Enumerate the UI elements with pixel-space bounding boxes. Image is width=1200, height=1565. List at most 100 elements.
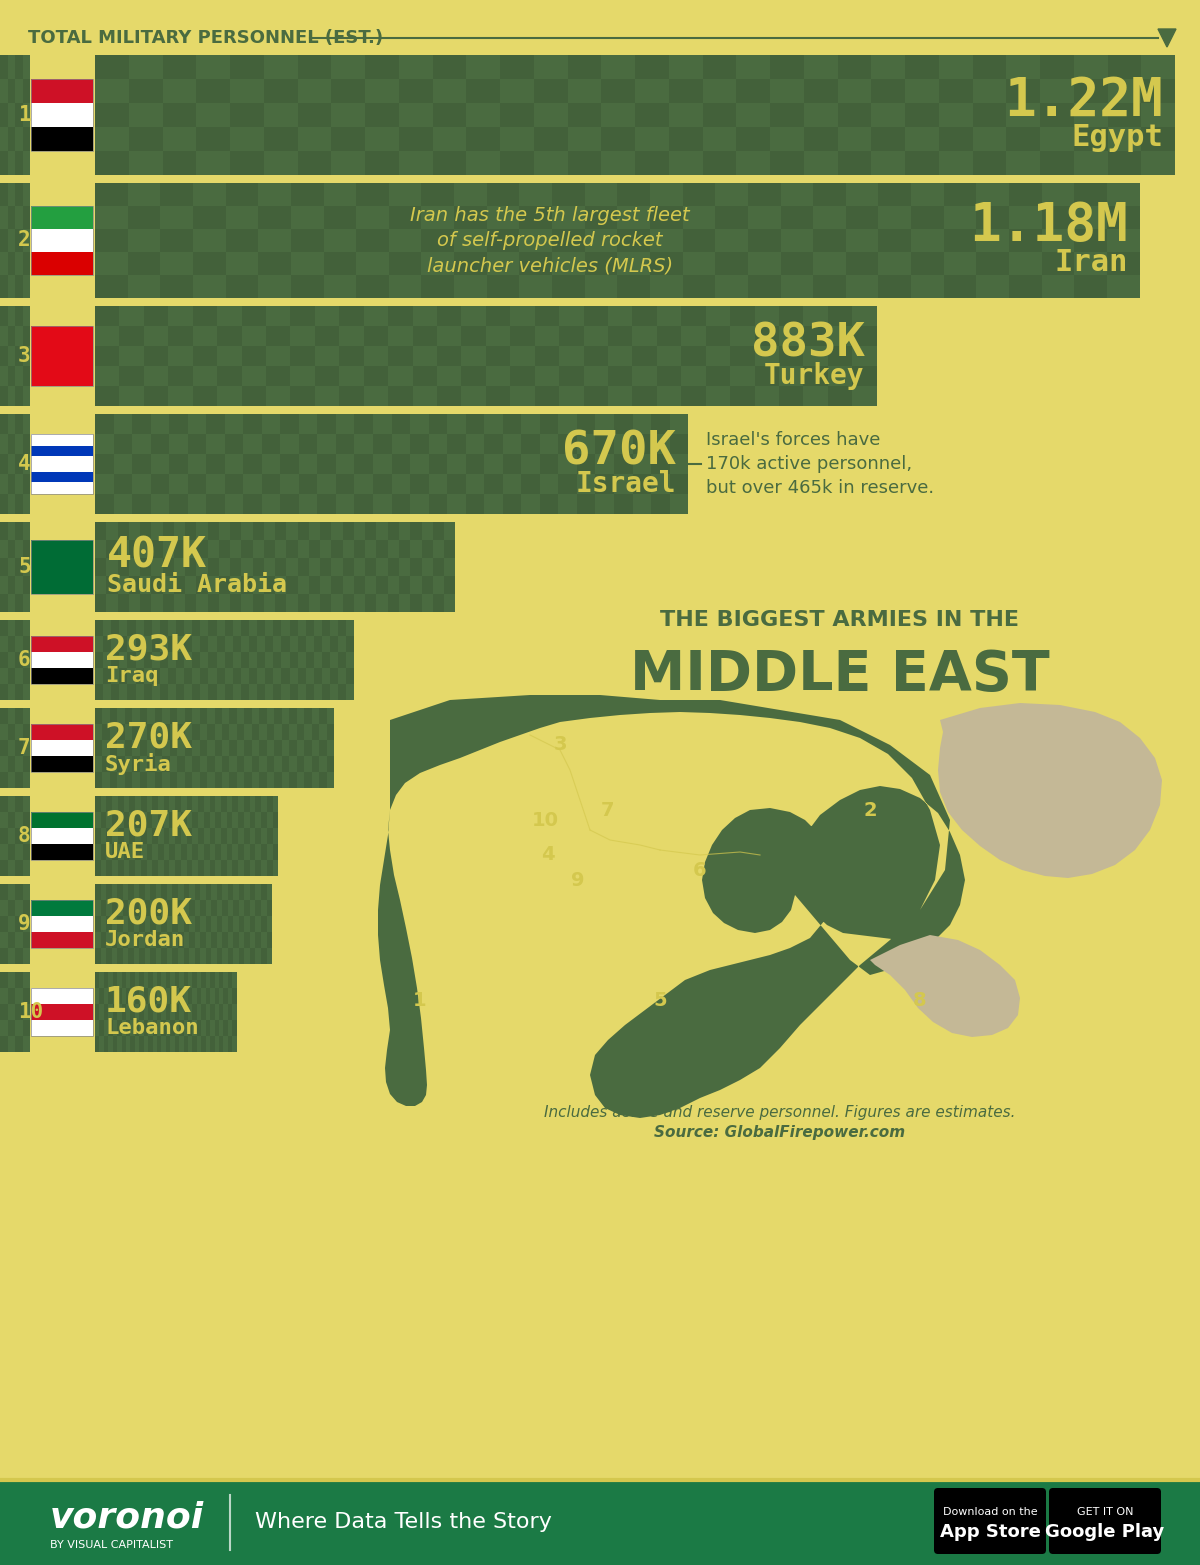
FancyBboxPatch shape bbox=[730, 387, 755, 405]
FancyBboxPatch shape bbox=[444, 576, 455, 595]
FancyBboxPatch shape bbox=[95, 103, 128, 127]
FancyBboxPatch shape bbox=[304, 740, 312, 756]
FancyBboxPatch shape bbox=[125, 772, 132, 789]
FancyBboxPatch shape bbox=[118, 725, 125, 740]
FancyBboxPatch shape bbox=[163, 828, 169, 844]
FancyBboxPatch shape bbox=[7, 366, 14, 387]
FancyBboxPatch shape bbox=[95, 415, 688, 513]
FancyBboxPatch shape bbox=[275, 595, 287, 612]
FancyBboxPatch shape bbox=[500, 55, 534, 78]
Polygon shape bbox=[1158, 30, 1176, 47]
FancyBboxPatch shape bbox=[938, 78, 972, 103]
FancyBboxPatch shape bbox=[257, 620, 265, 635]
FancyBboxPatch shape bbox=[14, 828, 23, 844]
FancyBboxPatch shape bbox=[31, 828, 94, 844]
FancyBboxPatch shape bbox=[211, 933, 217, 948]
FancyBboxPatch shape bbox=[104, 972, 108, 988]
FancyBboxPatch shape bbox=[437, 346, 462, 366]
FancyBboxPatch shape bbox=[299, 474, 318, 495]
FancyBboxPatch shape bbox=[410, 595, 421, 612]
FancyBboxPatch shape bbox=[608, 326, 632, 346]
FancyBboxPatch shape bbox=[702, 150, 737, 175]
FancyBboxPatch shape bbox=[14, 595, 23, 612]
FancyBboxPatch shape bbox=[173, 916, 178, 933]
FancyBboxPatch shape bbox=[95, 620, 103, 635]
Text: 6: 6 bbox=[18, 649, 31, 670]
FancyBboxPatch shape bbox=[132, 415, 151, 434]
FancyBboxPatch shape bbox=[144, 346, 168, 366]
FancyBboxPatch shape bbox=[197, 540, 208, 559]
FancyBboxPatch shape bbox=[668, 127, 702, 150]
FancyBboxPatch shape bbox=[112, 900, 118, 916]
FancyBboxPatch shape bbox=[127, 620, 136, 635]
FancyBboxPatch shape bbox=[236, 725, 245, 740]
FancyBboxPatch shape bbox=[126, 1020, 131, 1036]
FancyBboxPatch shape bbox=[7, 844, 14, 861]
FancyBboxPatch shape bbox=[262, 434, 281, 454]
FancyBboxPatch shape bbox=[683, 228, 715, 252]
FancyBboxPatch shape bbox=[601, 78, 635, 103]
FancyBboxPatch shape bbox=[162, 725, 169, 740]
FancyBboxPatch shape bbox=[262, 844, 266, 861]
FancyBboxPatch shape bbox=[133, 933, 139, 948]
FancyBboxPatch shape bbox=[145, 933, 150, 948]
FancyBboxPatch shape bbox=[275, 740, 282, 756]
FancyBboxPatch shape bbox=[330, 668, 338, 684]
FancyBboxPatch shape bbox=[14, 972, 23, 988]
FancyBboxPatch shape bbox=[0, 183, 7, 207]
Text: 5: 5 bbox=[18, 557, 31, 577]
FancyBboxPatch shape bbox=[204, 844, 210, 861]
FancyBboxPatch shape bbox=[632, 387, 656, 405]
FancyBboxPatch shape bbox=[166, 1005, 170, 1020]
Text: 8: 8 bbox=[18, 826, 31, 847]
FancyBboxPatch shape bbox=[306, 653, 314, 668]
FancyBboxPatch shape bbox=[282, 668, 289, 684]
FancyBboxPatch shape bbox=[100, 988, 104, 1005]
FancyBboxPatch shape bbox=[113, 1005, 118, 1020]
FancyBboxPatch shape bbox=[31, 812, 94, 828]
FancyBboxPatch shape bbox=[14, 275, 23, 297]
FancyBboxPatch shape bbox=[487, 228, 520, 252]
FancyBboxPatch shape bbox=[500, 103, 534, 127]
FancyBboxPatch shape bbox=[224, 434, 244, 454]
Text: 1: 1 bbox=[18, 105, 31, 125]
FancyBboxPatch shape bbox=[7, 576, 14, 595]
FancyBboxPatch shape bbox=[161, 884, 167, 900]
FancyBboxPatch shape bbox=[259, 740, 266, 756]
FancyBboxPatch shape bbox=[169, 495, 187, 513]
FancyBboxPatch shape bbox=[184, 1036, 188, 1052]
FancyBboxPatch shape bbox=[152, 797, 158, 812]
FancyBboxPatch shape bbox=[365, 103, 398, 127]
FancyBboxPatch shape bbox=[911, 252, 943, 275]
FancyBboxPatch shape bbox=[193, 387, 217, 405]
FancyBboxPatch shape bbox=[139, 916, 145, 933]
FancyBboxPatch shape bbox=[178, 725, 185, 740]
FancyBboxPatch shape bbox=[210, 1036, 215, 1052]
FancyBboxPatch shape bbox=[107, 861, 112, 876]
FancyBboxPatch shape bbox=[197, 1020, 202, 1036]
FancyBboxPatch shape bbox=[95, 307, 120, 326]
Text: 10: 10 bbox=[532, 811, 558, 829]
FancyBboxPatch shape bbox=[656, 366, 682, 387]
FancyBboxPatch shape bbox=[162, 756, 169, 772]
FancyBboxPatch shape bbox=[7, 635, 14, 653]
FancyBboxPatch shape bbox=[150, 884, 156, 900]
FancyBboxPatch shape bbox=[289, 707, 296, 725]
FancyBboxPatch shape bbox=[181, 812, 187, 828]
FancyBboxPatch shape bbox=[256, 861, 262, 876]
FancyBboxPatch shape bbox=[298, 150, 331, 175]
FancyBboxPatch shape bbox=[31, 434, 94, 446]
FancyBboxPatch shape bbox=[331, 78, 365, 103]
FancyBboxPatch shape bbox=[176, 684, 184, 700]
FancyBboxPatch shape bbox=[289, 740, 296, 756]
FancyBboxPatch shape bbox=[298, 523, 308, 540]
FancyBboxPatch shape bbox=[197, 78, 230, 103]
FancyBboxPatch shape bbox=[226, 183, 258, 207]
FancyBboxPatch shape bbox=[0, 884, 7, 900]
FancyBboxPatch shape bbox=[250, 844, 256, 861]
FancyBboxPatch shape bbox=[779, 307, 803, 326]
FancyBboxPatch shape bbox=[119, 668, 127, 684]
Text: 160K: 160K bbox=[106, 984, 192, 1019]
FancyBboxPatch shape bbox=[106, 948, 112, 964]
FancyBboxPatch shape bbox=[298, 595, 308, 612]
